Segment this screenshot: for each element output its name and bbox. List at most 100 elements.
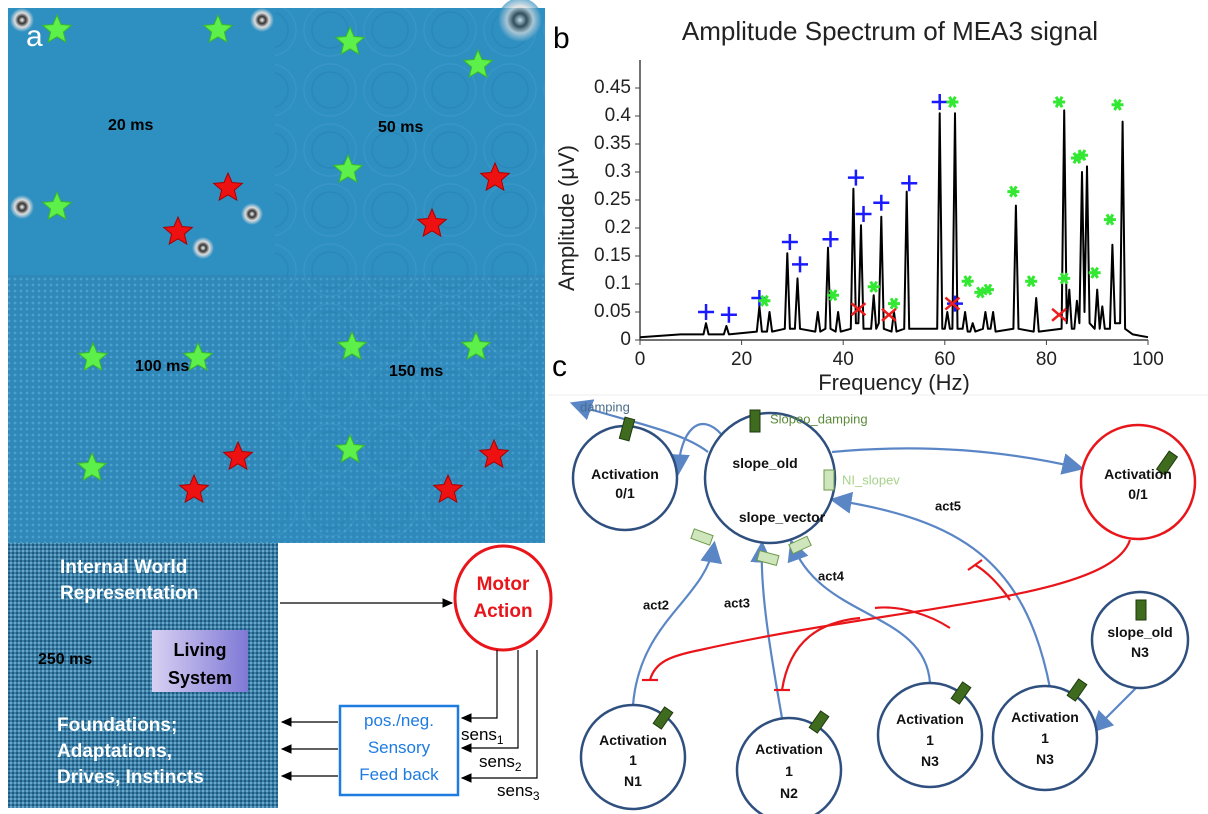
peak-marker [827,289,840,302]
peak-marker [855,206,872,222]
text-line: Sensory [368,738,431,757]
peak-marker [850,302,867,317]
star [182,341,214,372]
node-label: slope_old N3 [1107,624,1172,660]
y-tick-label: 0.4 [605,105,632,126]
x-axis-label: Frequency (Hz) [818,370,970,395]
text-line: N3 [1036,751,1054,767]
text-line: slope_old [1107,624,1172,640]
star [334,25,366,56]
edge-label: act2 [643,597,669,612]
inhibition [648,539,1132,681]
text-line: slope_old [732,455,797,471]
peak-marker [867,280,880,293]
text-line: slope_vector [739,509,826,525]
wave-source [10,195,34,219]
star [76,451,108,482]
inhibition-bar [967,559,983,571]
edge [569,399,709,453]
node-label: Activation 0/1 [1104,466,1172,502]
peak-marker [758,294,771,307]
star [416,207,448,238]
frame-time: 50 ms [378,119,423,136]
x-tick-label: 80 [1036,349,1057,370]
y-tick-label: 0.2 [605,217,631,238]
peak-marker [1025,275,1038,288]
frame-time: 250 ms [38,651,92,668]
text-line: Feed back [359,765,439,784]
weight [690,528,714,546]
wave-source [192,237,214,259]
frame-time: 20 ms [108,117,153,134]
weight [652,706,674,730]
sens-text: sens [479,752,515,771]
x-tick-label: 100 [1132,349,1164,370]
node-label: Activation 0/1 [591,466,659,501]
peak-marker [1051,307,1067,322]
arrow [460,650,498,723]
node-label: Activation 1 N2 [755,741,823,801]
weight [749,409,761,433]
node [1079,423,1197,541]
y-axis-label: Amplitude (μV) [554,145,579,291]
arrow [460,650,519,753]
edge-label: Slopeo_damping [770,411,868,426]
text-line: Adaptations, [57,741,172,762]
frame-texture [275,275,545,543]
inhibitions [642,539,1132,692]
text-line: Activation [1011,709,1079,725]
text-line: Representation [60,583,198,604]
living-system: Living System [168,640,232,688]
sens-text: sens [461,725,497,744]
weights-light [690,469,835,567]
wave-source [498,0,542,42]
weight [756,549,780,567]
wave-source [10,8,34,32]
sens-sub: 2 [515,760,522,774]
text-line: N3 [921,753,939,769]
peak-marker [720,306,737,323]
peak-marker [1111,98,1124,111]
star [222,440,254,471]
text-line: 0/1 [1128,486,1148,502]
peak-marker [888,297,900,310]
node-label: Activation 1 N3 [896,711,964,769]
peak-marker [822,231,839,248]
star [460,330,492,361]
chart-title: Amplitude Spectrum of MEA3 signal [682,16,1098,46]
sensory-feedback: pos./neg. Sensory Feed back [359,711,439,784]
edge-label: act5 [935,498,961,513]
peak-marker [946,96,959,108]
living-system-box [152,630,248,692]
edge [831,447,1085,475]
edges [569,399,1137,734]
peak-marker [792,256,809,273]
text-line: Drives, Instincts [57,767,204,788]
star [178,473,210,504]
text-line: Activation [896,711,964,727]
weight [1135,599,1147,621]
frame-image [8,8,275,275]
peak-marker [873,194,890,211]
star [479,161,511,192]
x-tick-label: 0 [635,349,646,370]
panel-label: a [26,20,43,53]
peak-marker [944,296,961,311]
wave-images [8,0,545,808]
star [478,438,510,469]
star [162,215,194,246]
peak-marker [981,283,994,296]
y-tick-label: 0.3 [605,161,631,182]
text-line: Activation [1104,466,1172,482]
edge-label: damping [580,399,630,414]
motor-action: Motor Action [473,574,532,622]
frame-time: 150 ms [389,363,443,380]
sens-label: sens1 [461,725,504,747]
node [703,411,837,545]
x-tick-label: 20 [731,349,752,370]
peak-marker [847,169,864,186]
motor-node [453,544,553,652]
star [332,153,364,184]
edge [631,540,722,706]
peak-marker [1075,149,1088,162]
